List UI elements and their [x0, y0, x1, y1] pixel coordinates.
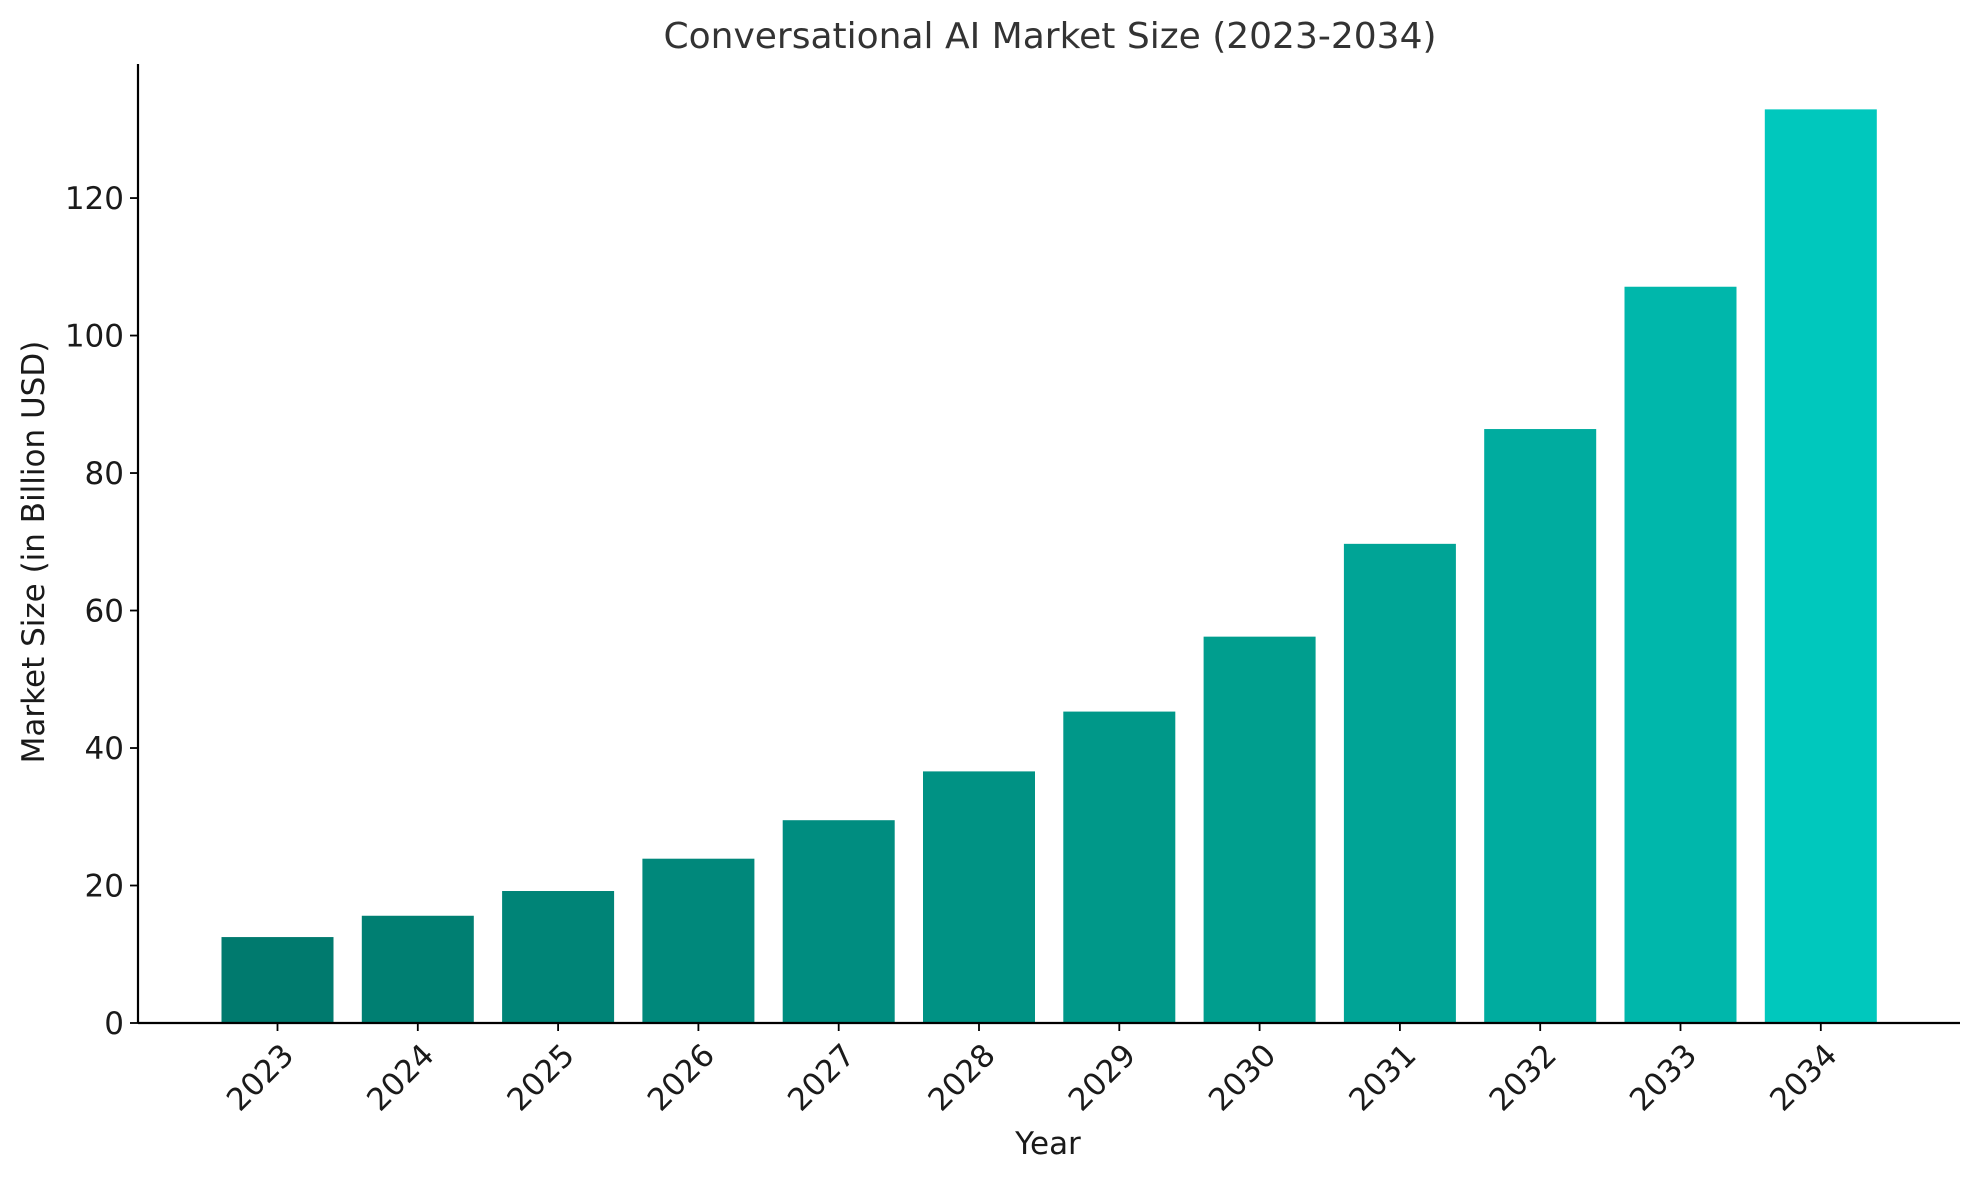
x-tick-label: 2032	[1483, 1037, 1564, 1118]
bar-2025	[502, 891, 615, 1023]
x-tick-label: 2025	[501, 1037, 582, 1118]
y-tick-label: 120	[65, 181, 124, 217]
bar-2029	[1063, 711, 1176, 1023]
x-tick-label: 2027	[781, 1037, 862, 1118]
bar-2030	[1203, 636, 1316, 1023]
y-axis-label: Market Size (in Billion USD)	[16, 341, 52, 764]
x-tick-label: 2028	[921, 1037, 1002, 1118]
x-tick-label: 2031	[1342, 1037, 1423, 1118]
bar-2032	[1484, 429, 1597, 1023]
y-tick-label: 100	[65, 319, 124, 355]
y-axis-ticks: 0 20 40 60 80 100 120	[65, 181, 138, 1042]
bar-2027	[782, 820, 895, 1023]
y-tick-label: 80	[85, 456, 124, 492]
x-tick-label: 2033	[1623, 1037, 1704, 1118]
bar-2034	[1764, 109, 1877, 1023]
x-axis-ticks: 2023 2024 2025 2026 2027 2028 2029 2030 2031 2032…	[220, 1023, 1844, 1118]
bar-2033	[1624, 286, 1737, 1023]
bar-2023	[221, 937, 334, 1023]
x-tick-label: 2026	[641, 1037, 722, 1118]
y-tick-label: 0	[104, 1006, 124, 1042]
bar-2026	[642, 858, 755, 1023]
bars-group	[221, 109, 1877, 1023]
x-tick-label: 2034	[1763, 1037, 1844, 1118]
y-tick-label: 60	[85, 594, 124, 630]
bar-2028	[923, 771, 1035, 1023]
bar-2024	[361, 915, 474, 1023]
x-tick-label: 2030	[1202, 1037, 1283, 1118]
x-tick-label: 2023	[220, 1037, 301, 1118]
x-tick-label: 2024	[360, 1037, 441, 1118]
y-tick-label: 20	[85, 869, 124, 905]
bar-2031	[1343, 543, 1456, 1023]
chart-title: Conversational AI Market Size (2023-2034…	[663, 16, 1436, 57]
x-axis-label: Year	[1014, 1126, 1081, 1162]
x-tick-label: 2029	[1062, 1037, 1143, 1118]
y-tick-label: 40	[85, 731, 124, 767]
